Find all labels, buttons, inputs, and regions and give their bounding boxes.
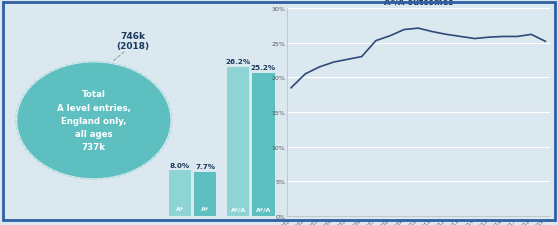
Text: Total
A level entries,
England only,
all ages
737k: Total A level entries, England only, all… [57, 90, 131, 152]
Circle shape [18, 64, 170, 178]
Text: 746k
(2018): 746k (2018) [116, 32, 149, 51]
Title: Standards in A levels continue to be maintained
A*/A outcomes: Standards in A levels continue to be mai… [304, 0, 533, 7]
